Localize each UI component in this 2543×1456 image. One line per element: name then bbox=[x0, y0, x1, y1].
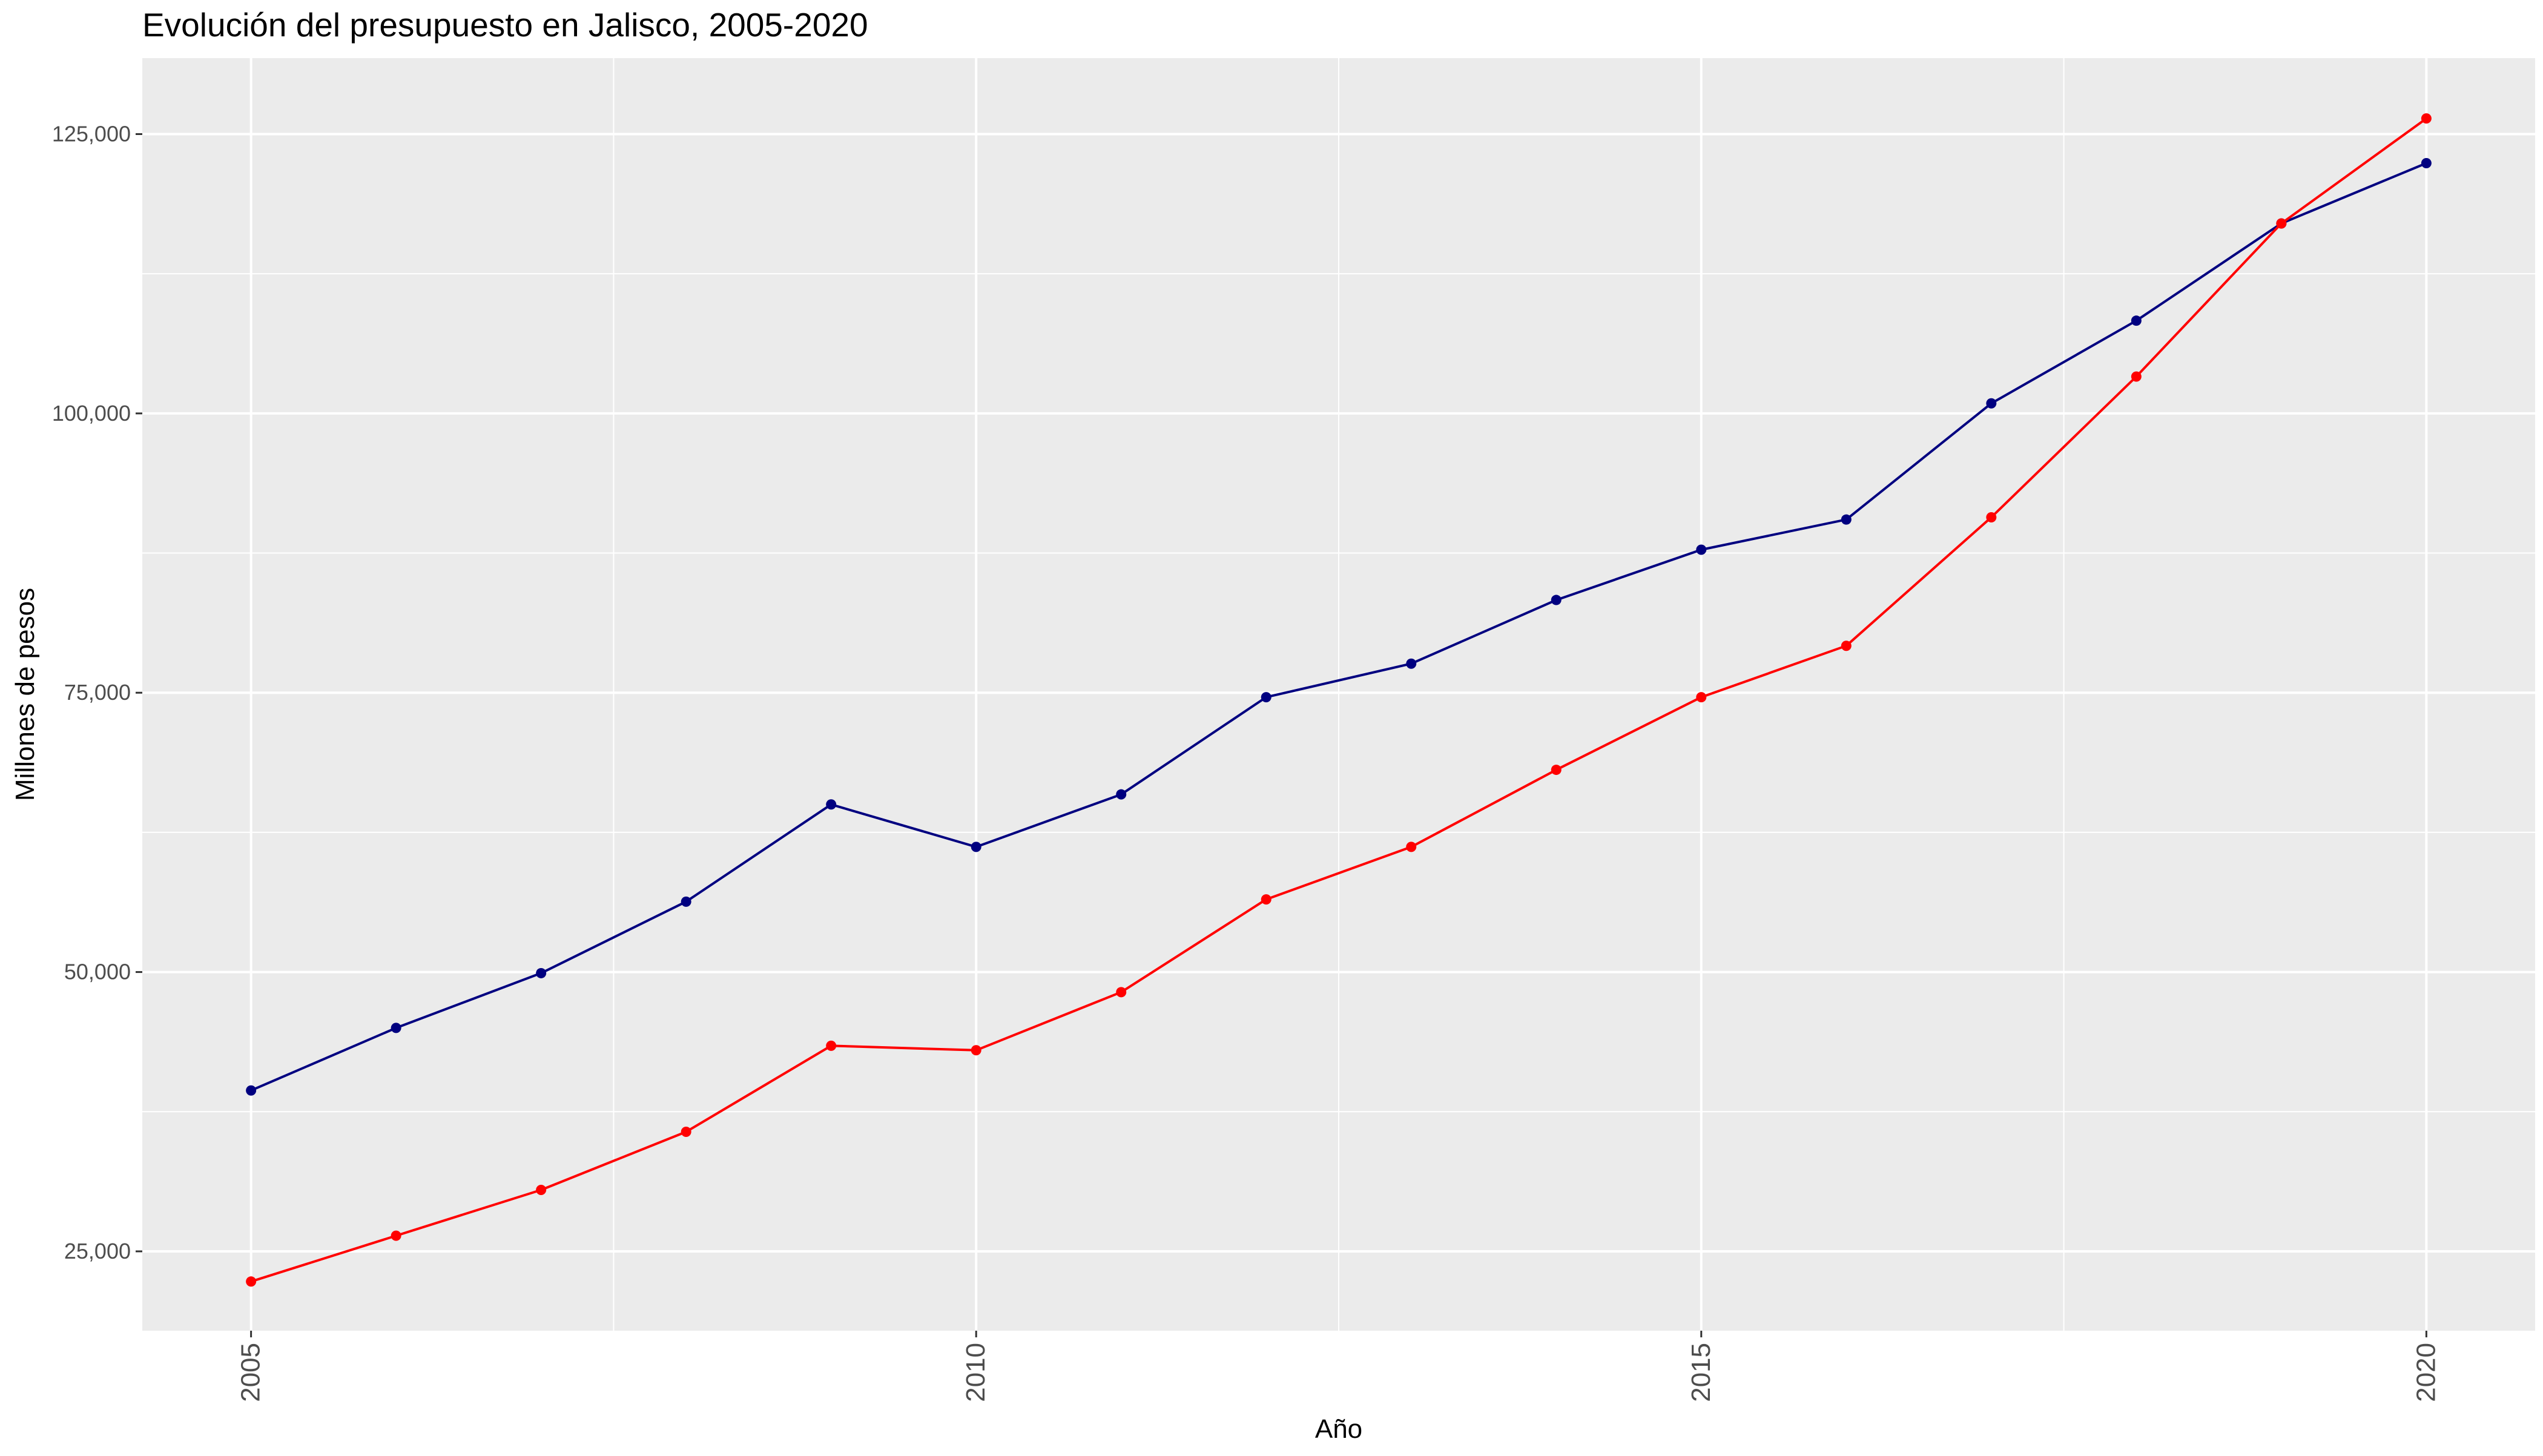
series-2-point bbox=[536, 1184, 547, 1195]
series-1-point bbox=[1986, 398, 1997, 409]
series-1-point bbox=[681, 896, 691, 907]
series-2-point bbox=[2276, 218, 2287, 229]
series-line-1 bbox=[250, 162, 2427, 1092]
y-tick-label: 100,000 bbox=[52, 401, 131, 426]
series-2-point bbox=[2131, 371, 2142, 382]
series-2-point bbox=[826, 1040, 837, 1051]
x-tick-label: 2010 bbox=[961, 1343, 991, 1402]
series-2-point bbox=[1406, 842, 1417, 852]
series-1-point bbox=[1841, 514, 1852, 525]
series-1-point bbox=[1116, 789, 1127, 800]
x-tick-label: 2005 bbox=[236, 1343, 266, 1402]
series-2-point bbox=[1116, 987, 1127, 998]
x-tick-label: 2015 bbox=[1686, 1343, 1716, 1402]
series-1-point bbox=[246, 1085, 257, 1096]
series-2-point bbox=[1551, 765, 1562, 776]
series-1-point bbox=[536, 967, 547, 978]
series-1-point bbox=[1696, 544, 1707, 555]
series-1-point bbox=[826, 799, 837, 810]
series-2-point bbox=[681, 1127, 691, 1138]
chart-title: Evolución del presupuesto en Jalisco, 20… bbox=[142, 6, 868, 44]
series-1-point bbox=[1551, 595, 1562, 605]
series-1-point bbox=[2421, 157, 2432, 168]
y-tick-label: 75,000 bbox=[64, 680, 131, 705]
series-2-point bbox=[246, 1276, 257, 1287]
series-1-point bbox=[2131, 315, 2142, 326]
series-2-point bbox=[2421, 113, 2432, 124]
y-tick-label: 125,000 bbox=[52, 121, 131, 146]
y-axis-title: Millones de pesos bbox=[10, 588, 40, 801]
axis-ticks: 25,000 50,000 75,000 100,000 125,000 2005 2010… bbox=[52, 121, 2441, 1402]
series-2-point bbox=[971, 1045, 981, 1056]
series-1-point bbox=[971, 842, 981, 852]
x-tick-label: 2020 bbox=[2411, 1343, 2441, 1402]
y-tick-label: 25,000 bbox=[64, 1239, 131, 1263]
data-series bbox=[246, 113, 2432, 1287]
series-line-2 bbox=[250, 117, 2427, 1283]
series-2-point bbox=[1841, 641, 1852, 651]
series-2-point bbox=[1986, 512, 1997, 522]
series-2-point bbox=[1261, 894, 1272, 905]
series-1-point bbox=[1261, 692, 1272, 703]
series-2-point bbox=[1696, 692, 1707, 703]
x-axis-title: Año bbox=[1315, 1414, 1362, 1444]
series-1-point bbox=[391, 1023, 401, 1033]
series-2-point bbox=[391, 1230, 401, 1241]
series-1-point bbox=[1406, 658, 1417, 669]
y-tick-label: 50,000 bbox=[64, 960, 131, 984]
